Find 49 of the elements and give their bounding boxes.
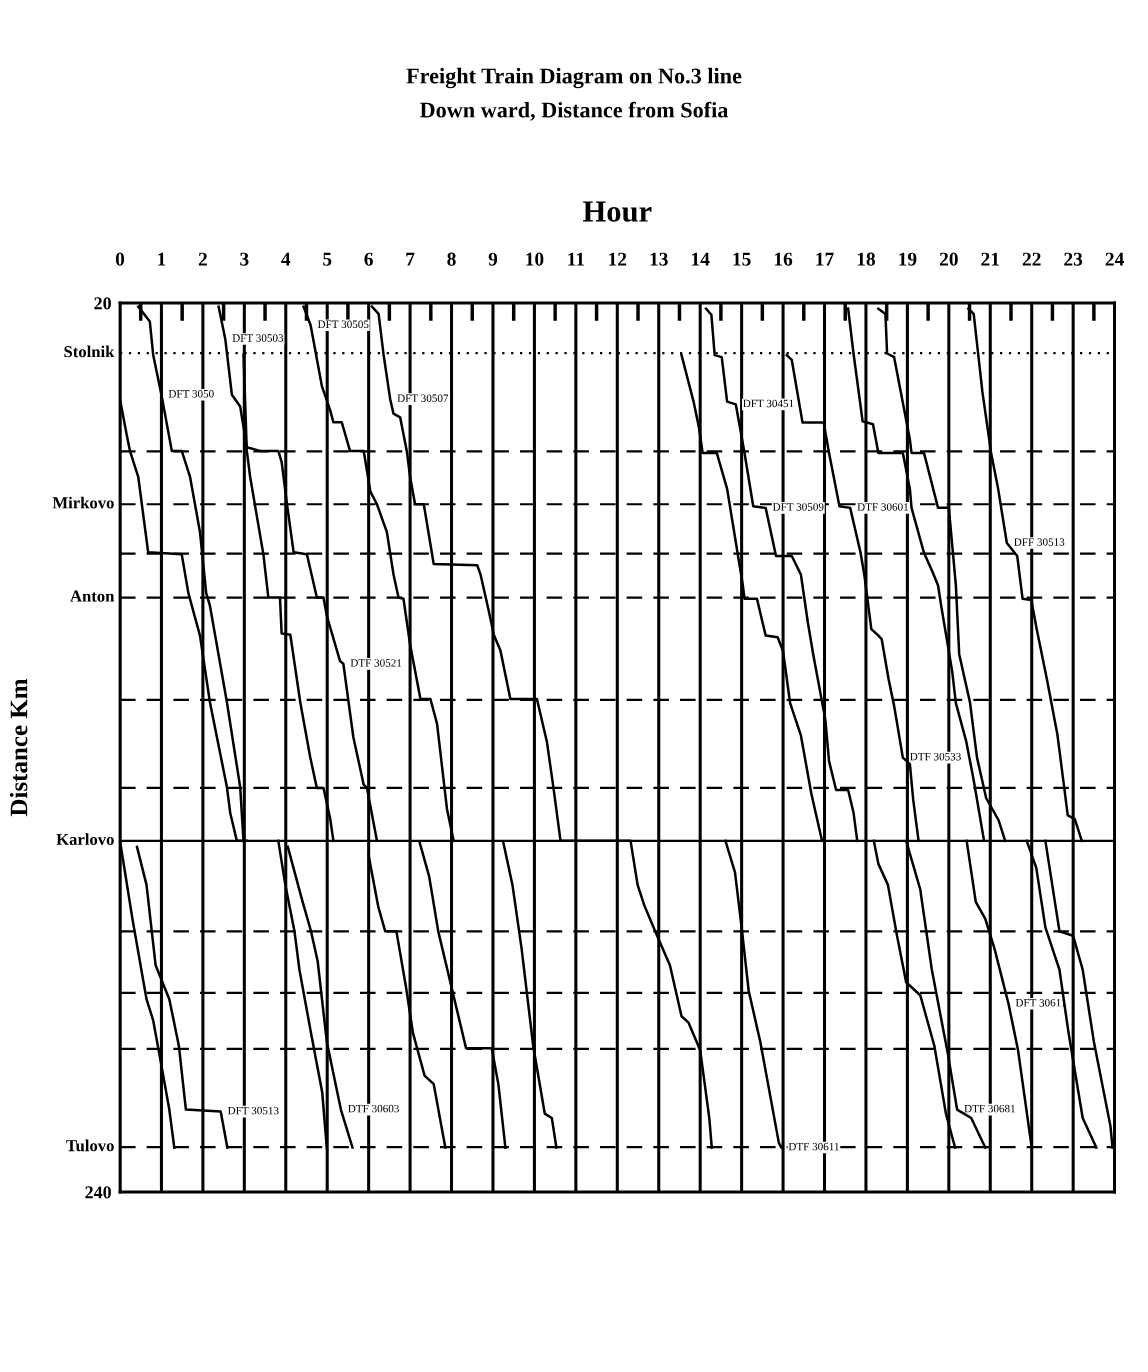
annotation: DFT 30509 bbox=[772, 503, 824, 511]
ref-line-label: Mirkovo bbox=[52, 496, 114, 509]
x-tick-label: 1 bbox=[158, 252, 166, 266]
annotation: DFT 30507 bbox=[397, 394, 449, 402]
x-tick-label: 16 bbox=[774, 252, 793, 266]
x-tick-label: 0 bbox=[115, 252, 125, 266]
annotation: DFT 3050 bbox=[168, 390, 214, 398]
x-tick-label: 2 bbox=[198, 252, 207, 266]
annotation: DFT 30503 bbox=[232, 334, 284, 342]
annotation: DFT 30505 bbox=[317, 320, 369, 329]
x-tick-label: 12 bbox=[609, 252, 627, 266]
x-tick-label: 23 bbox=[1064, 252, 1083, 266]
x-tick-label: 24 bbox=[1105, 252, 1124, 266]
x-tick-label: 20 bbox=[939, 252, 958, 266]
x-tick-label: 13 bbox=[650, 252, 668, 266]
annotation: DTF 30611 bbox=[788, 1142, 839, 1151]
annotation: DTF 30601 bbox=[857, 503, 909, 511]
x-tick-label: 14 bbox=[692, 252, 710, 266]
chart-subtitle: Down ward, Distance from Sofia bbox=[419, 101, 729, 121]
x-tick-label: 5 bbox=[323, 252, 332, 266]
x-tick-label: 19 bbox=[899, 252, 917, 266]
x-tick-label: 3 bbox=[240, 252, 249, 266]
x-tick-label: 11 bbox=[568, 252, 585, 266]
annotation: DTF 30533 bbox=[910, 752, 961, 761]
ref-line-label: Karlovo bbox=[56, 833, 114, 846]
ref-line-label: Anton bbox=[70, 590, 115, 602]
x-tick-label: 9 bbox=[488, 252, 498, 266]
annotation: DTF 30681 bbox=[964, 1104, 1015, 1113]
x-tick-label: 7 bbox=[406, 252, 415, 266]
annotation: DTF 30603 bbox=[348, 1104, 399, 1113]
annotation: DFT 30451 bbox=[743, 399, 794, 408]
x-tick-label: 4 bbox=[281, 252, 291, 266]
chart-title: Freight Train Diagram on No.3 line bbox=[406, 67, 742, 89]
y-axis-title: Distance Km bbox=[9, 678, 28, 817]
annotation: DTF 30521 bbox=[350, 659, 402, 667]
x-tick-label: 22 bbox=[1022, 252, 1041, 266]
ref-line-label: Tulovo bbox=[66, 1139, 114, 1152]
x-tick-label: 17 bbox=[816, 252, 834, 266]
y-tick-label: 240 bbox=[85, 1186, 111, 1199]
x-tick-label: 21 bbox=[981, 252, 999, 266]
x-tick-label: 15 bbox=[733, 252, 751, 266]
x-tick-label: 6 bbox=[364, 252, 373, 266]
x-axis-title: Hour bbox=[583, 201, 652, 222]
x-tick-label: 18 bbox=[857, 252, 876, 266]
x-tick-label: 8 bbox=[447, 252, 456, 266]
x-tick-label: 10 bbox=[526, 252, 544, 266]
annotation: DFT 30513 bbox=[227, 1106, 279, 1115]
ref-line-label: Stolnik bbox=[64, 345, 115, 358]
annotation: DFF 30513 bbox=[1014, 538, 1065, 546]
